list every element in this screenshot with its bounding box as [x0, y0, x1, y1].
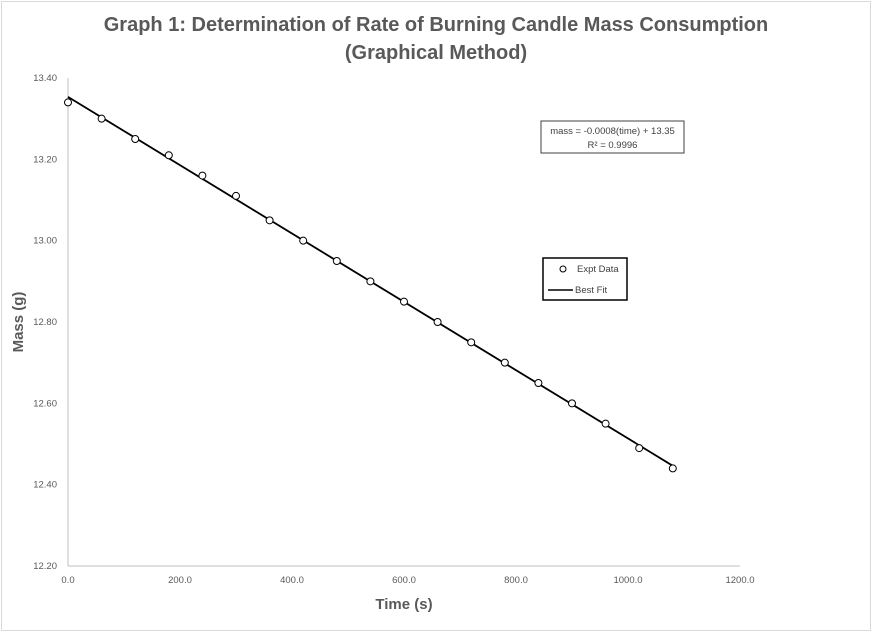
x-tick-label: 1000.0	[613, 575, 642, 586]
legend-marker-expt-data	[559, 265, 567, 273]
y-tick-label: 13.00	[33, 236, 57, 247]
y-tick-label: 13.20	[33, 154, 57, 165]
equation-box: mass = -0.0008(time) + 13.35 R² = 0.9996	[540, 120, 685, 154]
data-point	[97, 114, 106, 123]
y-tick-label: 12.80	[33, 317, 57, 328]
data-point	[131, 135, 140, 143]
data-point	[568, 399, 576, 408]
data-point	[668, 464, 677, 473]
data-point	[299, 236, 308, 245]
x-tick-label: 400.0	[280, 575, 304, 586]
data-point	[433, 318, 442, 326]
x-tick-label: 800.0	[504, 575, 528, 586]
y-tick-label: 12.20	[33, 561, 57, 572]
data-point	[232, 191, 240, 200]
x-tick-label: 1200.0	[725, 575, 754, 586]
data-point	[64, 98, 72, 107]
data-point	[534, 379, 543, 387]
data-point	[164, 151, 173, 160]
legend: Expt Data Best Fit	[542, 257, 628, 301]
chart-title-line1: Graph 1: Determination of Rate of Burnin…	[104, 14, 768, 36]
chart-title-line2: (Graphical Method)	[345, 42, 527, 64]
equation-text: mass = -0.0008(time) + 13.35	[550, 126, 675, 137]
x-axis-label: Time (s)	[375, 596, 432, 613]
y-tick-label: 12.40	[33, 480, 57, 491]
legend-label-best-fit: Best Fit	[575, 285, 608, 296]
data-point	[601, 419, 610, 428]
data-point	[265, 216, 274, 225]
data-point	[366, 277, 375, 286]
data-point	[198, 171, 207, 180]
data-point	[467, 338, 476, 347]
y-tick-label: 12.60	[33, 398, 57, 409]
y-tick-label: 13.40	[33, 73, 57, 84]
data-point	[500, 358, 509, 367]
x-tick-label: 600.0	[392, 575, 416, 586]
x-tick-label: 200.0	[168, 575, 192, 586]
legend-label-expt-data: Expt Data	[577, 264, 619, 275]
x-tick-label: 0.0	[61, 575, 74, 586]
y-axis-label: Mass (g)	[10, 292, 27, 353]
data-point	[332, 257, 341, 265]
data-point	[635, 444, 644, 453]
data-point	[400, 297, 408, 306]
r-squared-text: R² = 0.9996	[588, 140, 638, 151]
